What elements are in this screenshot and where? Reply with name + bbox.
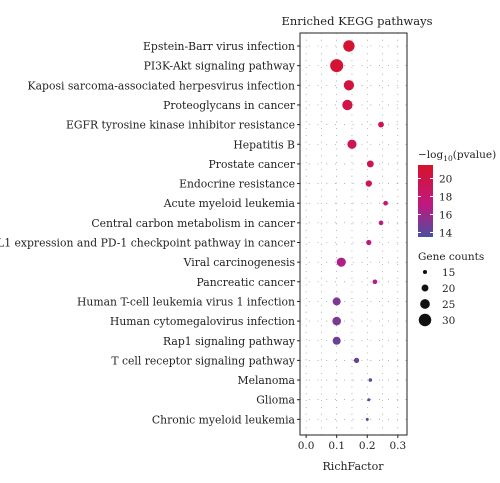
x-tick-label: 0.1 xyxy=(328,440,345,452)
y-tick-label: Central carbon metabolism in cancer xyxy=(91,217,296,230)
size-legend-dot xyxy=(420,299,430,309)
size-legend-items: 15 20 25 30 xyxy=(418,267,455,327)
x-tick-label: 0.3 xyxy=(389,440,406,452)
y-tick-label: Rap1 signaling pathway xyxy=(163,335,296,348)
data-point xyxy=(332,297,341,306)
size-legend: Gene counts 15 20 25 30 xyxy=(418,251,484,327)
y-tick-label: Melanoma xyxy=(238,374,296,387)
color-legend-title: −log10(pvalue) xyxy=(418,149,496,163)
y-tick-label: PD-L1 expression and PD-1 checkpoint pat… xyxy=(0,237,296,250)
x-tick-label: 0.2 xyxy=(359,440,376,452)
y-tick-label: Acute myeloid leukemia xyxy=(163,197,296,210)
plot-frame xyxy=(299,32,408,436)
grid-layer xyxy=(300,33,407,435)
x-axis: 0.0 0.1 0.2 0.3 xyxy=(298,435,406,452)
y-tick-label: Prostate cancer xyxy=(209,158,296,171)
data-point xyxy=(365,180,372,187)
data-points xyxy=(330,40,388,421)
y-tick-label: Pancreatic cancer xyxy=(196,276,295,289)
data-point xyxy=(372,279,378,285)
size-legend-dot xyxy=(422,269,428,275)
colorbar-tick-label: 18 xyxy=(439,192,452,204)
data-point xyxy=(347,139,357,149)
data-point xyxy=(353,357,360,364)
y-tick-label: Human cytomegalovirus infection xyxy=(110,315,295,328)
color-legend: −log10(pvalue) 20 18 16 14 xyxy=(418,149,496,240)
data-point xyxy=(342,99,353,111)
data-point xyxy=(366,239,372,246)
data-point xyxy=(336,257,346,267)
x-tick-label: 0.0 xyxy=(298,440,315,452)
data-point xyxy=(332,316,341,326)
data-point xyxy=(378,220,384,226)
size-legend-label: 20 xyxy=(442,283,455,295)
data-point xyxy=(366,160,374,168)
colorbar-tick-label: 16 xyxy=(439,210,453,222)
colorbar xyxy=(418,165,433,237)
size-legend-dot xyxy=(421,284,429,292)
colorbar-ticks: 20 18 16 14 xyxy=(418,174,453,240)
size-legend-dot xyxy=(418,313,432,327)
size-legend-title: Gene counts xyxy=(418,251,484,263)
data-point xyxy=(343,80,355,91)
colorbar-tick-label: 20 xyxy=(439,174,452,186)
x-axis-label: RichFactor xyxy=(323,460,385,473)
y-tick-label: Endocrine resistance xyxy=(179,178,295,191)
data-point xyxy=(365,417,369,421)
data-point xyxy=(383,200,388,206)
size-legend-label: 30 xyxy=(442,315,455,327)
size-legend-label: 15 xyxy=(442,267,455,279)
colorbar-tick-label: 14 xyxy=(439,228,453,240)
y-tick-label: Viral carcinogenesis xyxy=(183,256,295,269)
y-tick-label: PI3K-Akt signaling pathway xyxy=(144,60,296,73)
data-point xyxy=(368,378,373,382)
y-tick-label: Proteoglycans in cancer xyxy=(163,99,296,112)
y-axis-labels: Epstein-Barr virus infection PI3K-Akt sig… xyxy=(0,40,296,426)
chart-title: Enriched KEGG pathways xyxy=(281,14,432,28)
data-point xyxy=(367,398,371,402)
data-point xyxy=(378,121,384,128)
y-tick-label: T cell receptor signaling pathway xyxy=(111,354,296,367)
y-tick-label: Chronic myeloid leukemia xyxy=(152,413,296,426)
y-tick-label: Hepatitis B xyxy=(233,138,295,151)
y-tick-label: Human T-cell leukemia virus 1 infection xyxy=(77,295,295,308)
y-tick-label: Glioma xyxy=(256,394,295,407)
y-tick-label: EGFR tyrosine kinase inhibitor resistanc… xyxy=(66,119,295,132)
data-point xyxy=(343,40,355,52)
data-point xyxy=(332,336,341,345)
data-point xyxy=(330,59,344,73)
size-legend-label: 25 xyxy=(442,299,455,311)
y-tick-label: Kaposi sarcoma-associated herpesvirus in… xyxy=(28,79,295,92)
y-tick-label: Epstein-Barr virus infection xyxy=(143,40,295,53)
y-axis-ticks xyxy=(297,45,300,420)
